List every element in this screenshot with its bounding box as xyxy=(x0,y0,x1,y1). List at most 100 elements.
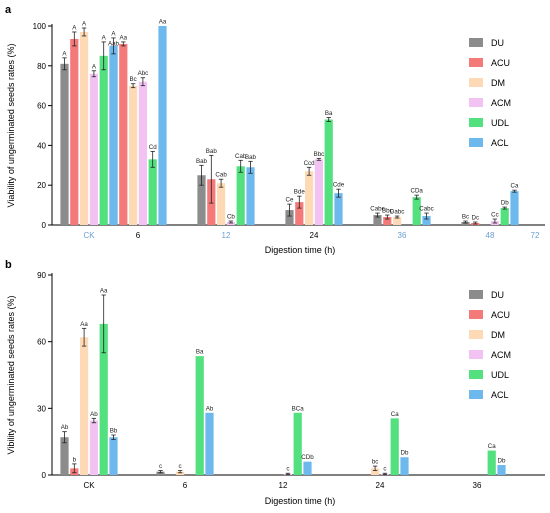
significance-label: BCa xyxy=(292,405,305,412)
significance-label: Bab xyxy=(196,158,208,165)
significance-label: Ca xyxy=(511,183,519,190)
legend-label-du: DU xyxy=(491,290,504,300)
y-tick-label: 60 xyxy=(37,338,46,347)
bar-dm xyxy=(80,337,89,475)
bar-acl xyxy=(109,437,118,475)
significance-label: Ab xyxy=(206,405,214,412)
x-tick-label: 12 xyxy=(279,481,288,490)
significance-label: Ce xyxy=(286,197,294,204)
bar-dm xyxy=(217,183,226,225)
significance-label: Bb xyxy=(110,428,118,435)
legend-swatch-acm xyxy=(469,98,483,107)
bar-udl xyxy=(293,412,302,475)
significance-label: c xyxy=(179,463,182,470)
significance-label: Bc xyxy=(129,76,136,83)
legend-label-acm: ACM xyxy=(491,98,511,108)
bar-acu xyxy=(383,217,392,225)
significance-label: Cde xyxy=(333,182,345,189)
y-tick-label: 80 xyxy=(37,62,46,71)
x-tick-label: CK xyxy=(83,481,95,490)
bar-udl xyxy=(99,55,108,225)
bar-acl xyxy=(497,465,506,475)
x-tick-label: 48 xyxy=(486,231,495,240)
bar-acm xyxy=(138,81,147,225)
x-tick-label: 6 xyxy=(183,481,188,490)
legend-label-acm: ACM xyxy=(491,350,511,360)
y-axis-title: Vibility of ungerminated seeds rates (%) xyxy=(6,296,16,455)
significance-label: A xyxy=(111,30,116,37)
x-tick-label: 36 xyxy=(398,231,407,240)
panel-label: b xyxy=(5,259,12,271)
bar-du xyxy=(60,63,69,226)
x-tick-label: CK xyxy=(83,231,95,240)
bar-dm xyxy=(371,468,380,475)
significance-label: Db xyxy=(501,200,509,207)
bar-acl xyxy=(510,191,519,225)
bar-dm xyxy=(129,85,138,225)
significance-label: Ba xyxy=(325,110,333,117)
bar-udl xyxy=(236,166,245,225)
x-axis-title: Digestion time (h) xyxy=(265,245,336,255)
significance-label: A xyxy=(62,50,67,57)
legend-swatch-acl xyxy=(469,390,483,399)
bar-dm xyxy=(305,171,314,225)
significance-label: Ba xyxy=(196,349,204,356)
bar-du xyxy=(197,175,206,225)
x-tick-label: 6 xyxy=(136,231,141,240)
bar-udl xyxy=(412,197,421,225)
significance-label: Cc xyxy=(491,212,499,219)
legend-label-acl: ACL xyxy=(491,390,509,400)
legend-swatch-udl xyxy=(469,118,483,127)
bar-acu xyxy=(70,38,79,226)
significance-label: A xyxy=(82,20,87,27)
legend-label-udl: UDL xyxy=(491,370,509,380)
x-tick-label: 24 xyxy=(376,481,385,490)
significance-label: Aa xyxy=(100,288,108,295)
significance-label: Dc xyxy=(472,215,480,222)
legend-swatch-dm xyxy=(469,330,483,339)
bar-acm xyxy=(89,420,98,475)
y-tick-label: 20 xyxy=(37,181,46,190)
legend-label-du: DU xyxy=(491,38,504,48)
y-tick-label: 60 xyxy=(37,102,46,111)
significance-label: c xyxy=(159,463,162,470)
bar-acu xyxy=(295,202,304,225)
x-axis-title: Digestion time (h) xyxy=(265,496,336,506)
y-tick-label: 100 xyxy=(33,22,47,31)
significance-label: Dabc xyxy=(390,209,404,216)
significance-label: Bab xyxy=(206,148,218,155)
x-tick-label: 24 xyxy=(310,231,319,240)
legend-swatch-du xyxy=(469,38,483,47)
significance-label: Ab xyxy=(90,411,98,418)
significance-label: Ab xyxy=(61,424,69,431)
significance-label: Bbc xyxy=(382,208,393,215)
significance-label: Bbc xyxy=(314,151,325,158)
bar-acl xyxy=(158,26,167,225)
bar-udl xyxy=(487,450,496,475)
bar-udl xyxy=(324,119,333,225)
bar-du xyxy=(373,215,382,225)
bar-udl xyxy=(390,418,399,475)
significance-label: Bab xyxy=(245,154,257,161)
y-tick-label: 40 xyxy=(37,141,46,150)
y-tick-label: 90 xyxy=(37,271,46,280)
legend-swatch-acu xyxy=(469,310,483,319)
bar-dm xyxy=(393,217,402,225)
bar-acl xyxy=(303,461,312,475)
significance-label: Cd xyxy=(149,144,157,151)
y-tick-label: 30 xyxy=(37,404,46,413)
bar-du xyxy=(60,437,69,475)
x-tick-label: 36 xyxy=(473,481,482,490)
significance-label: b xyxy=(73,456,77,463)
significance-label: CDa xyxy=(411,188,424,195)
significance-label: bc xyxy=(372,459,379,466)
significance-label: CDb xyxy=(301,454,314,461)
legend-swatch-dm xyxy=(469,78,483,87)
legend-swatch-acl xyxy=(469,138,483,147)
significance-label: Ca xyxy=(488,443,496,450)
y-tick-label: 0 xyxy=(42,221,47,230)
significance-label: Ca xyxy=(391,411,399,418)
legend-label-acl: ACL xyxy=(491,138,509,148)
bar-du xyxy=(461,222,470,225)
bar-acl xyxy=(246,167,255,225)
